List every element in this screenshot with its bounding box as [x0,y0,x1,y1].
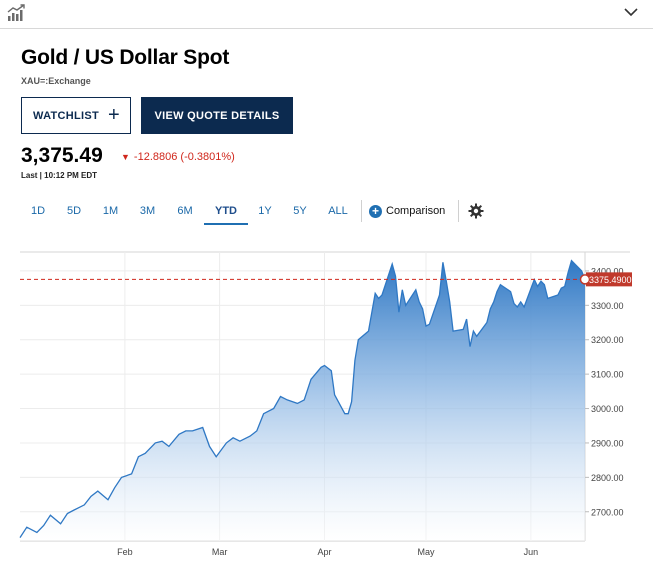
range-tab-1y[interactable]: 1Y [258,205,272,217]
add-circle-icon: + [369,204,382,218]
x-tick-label: Feb [117,547,133,557]
last-price-marker [579,274,591,285]
symbol-label: XAU=:Exchange [21,76,91,86]
divider [458,200,459,222]
watchlist-label: WATCHLIST [33,109,100,122]
range-tab-5d[interactable]: 5D [66,205,82,217]
y-tick-label: 2700.00 [591,507,624,517]
range-tab-3m[interactable]: 3M [139,205,156,217]
x-tick-label: Mar [212,547,228,557]
range-tab-5y[interactable]: 5Y [293,205,307,217]
price-line [19,259,586,538]
y-tick-label: 3000.00 [591,404,624,414]
y-tick-label: 3300.00 [591,301,624,311]
top-bar [0,0,653,29]
price-change: ▼ -12.8806 (-0.3801%) [121,151,235,163]
view-quote-details-button[interactable]: VIEW QUOTE DETAILS [141,97,293,134]
gear-icon[interactable] [468,203,484,219]
plus-icon: + [108,104,120,126]
price-chart[interactable]: 2700.00 2800.00 2900.00 3000.00 3100.00 3200.… [0,240,653,570]
last-price-badge [586,272,632,287]
last-updated: Last | 10:12 PM EDT [21,171,98,180]
page-title: Gold / US Dollar Spot [21,46,230,69]
y-tick-label: 2900.00 [591,438,624,448]
comparison-label: Comparison [386,205,446,217]
down-arrow-icon: ▼ [121,152,130,162]
time-range-tabs: 1D 5D 1M 3M 6M YTD 1Y 5Y ALL [20,199,358,227]
y-tick-label: 3400.00 [591,266,624,276]
comparison-button[interactable]: + Comparison [369,202,445,220]
x-tick-label: Apr [317,547,331,557]
range-tab-1m[interactable]: 1M [102,205,119,217]
last-price-label: 3375.4900 [589,275,632,285]
x-tick-label: May [417,547,435,557]
x-tick-label: Jun [524,547,539,557]
chart-icon[interactable] [6,3,26,23]
last-price: 3,375.49 [21,144,103,167]
watchlist-button[interactable]: WATCHLIST + [21,97,131,134]
range-tab-6m[interactable]: 6M [177,205,193,217]
divider [361,200,362,222]
range-tab-1d[interactable]: 1D [30,205,46,217]
y-tick-label: 3100.00 [591,370,624,380]
range-tab-all[interactable]: ALL [328,205,348,217]
range-tab-ytd[interactable]: YTD [204,199,248,225]
y-tick-label: 2800.00 [591,473,624,483]
change-value: -12.8806 (-0.3801%) [133,151,235,163]
y-tick-label: 3200.00 [591,335,624,345]
chevron-down-icon[interactable] [623,5,639,19]
